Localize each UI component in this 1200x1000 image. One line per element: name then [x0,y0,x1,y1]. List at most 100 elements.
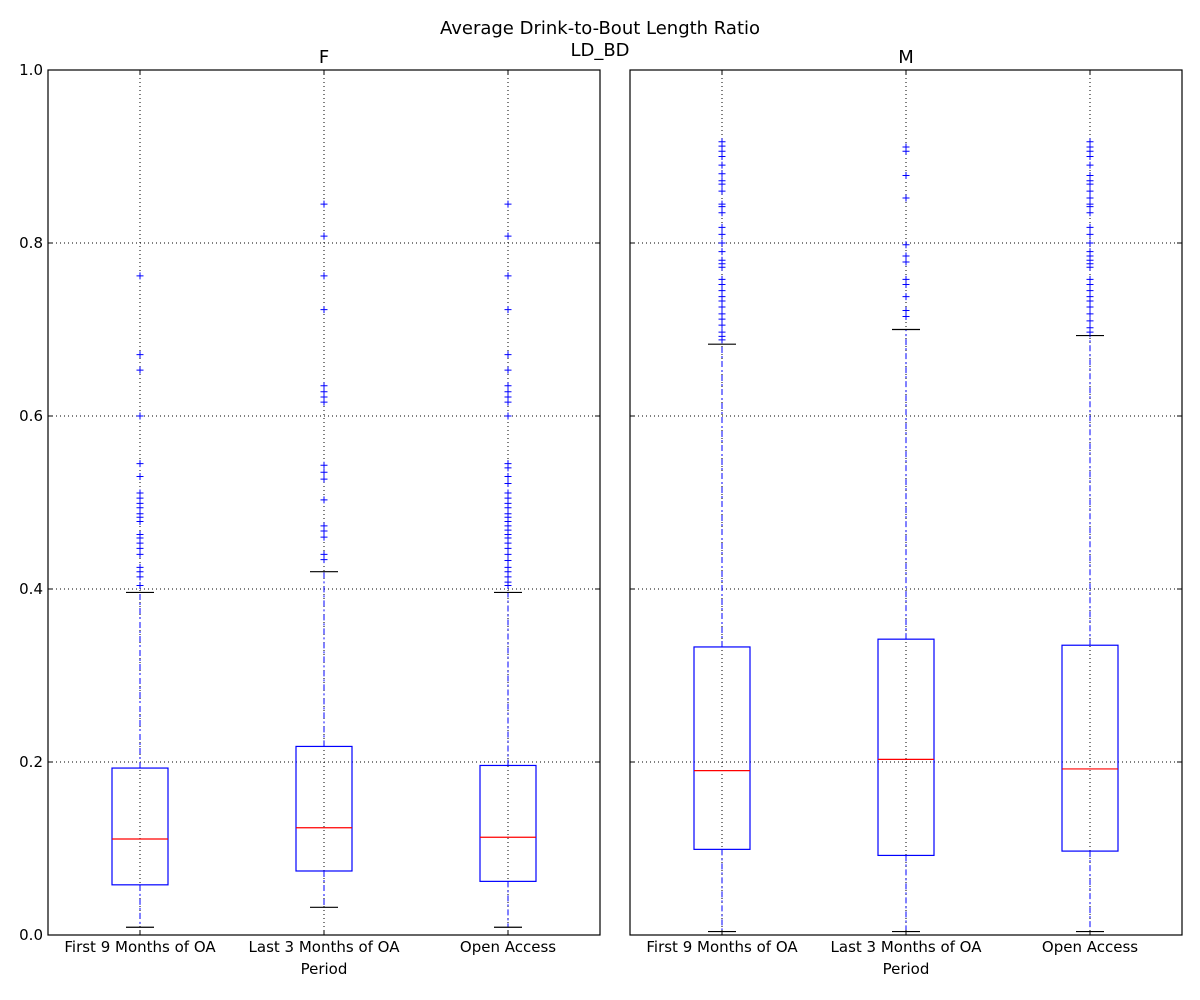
flier-point [320,200,328,208]
flier-point [136,272,144,280]
flier-point [1086,324,1094,332]
flier-point [1086,310,1094,318]
flier-point [718,239,726,247]
flier-point [136,582,144,590]
flier-point [1086,200,1094,208]
flier-point [320,533,328,541]
panel-m: First 9 Months of OA Last 3 Months of OA O… [629,47,1183,978]
flier-point [902,172,910,180]
box-iqr [1061,644,1119,852]
flier-point [902,306,910,314]
flier-point [504,366,512,374]
flier-point [504,382,512,390]
flier-point [320,382,328,390]
flier-point [136,473,144,481]
flier-point [718,161,726,169]
subplot-title: F [319,47,329,68]
flier-point [902,194,910,202]
flier-point [1086,275,1094,283]
flier-point [504,200,512,208]
box-iqr [479,764,537,882]
flier-point [320,306,328,314]
flier-point [1086,293,1094,301]
flier-point [504,556,512,564]
flier-point [1086,248,1094,256]
flier-point [504,479,512,487]
flier-point [320,550,328,558]
flier-point [718,275,726,283]
flier-point [718,170,726,178]
flier-point [504,306,512,314]
flier-point [504,388,512,396]
flier-point [136,563,144,571]
y-tick-label: 0.8 [19,234,43,252]
flier-point [718,256,726,264]
flier-point [718,310,726,318]
figure-subtitle: LD_BD [570,40,629,61]
figure-suptitle: Average Drink-to-Bout Length Ratio [440,18,760,39]
flier-point [718,177,726,185]
flier-point [136,489,144,497]
y-tick-label: 1.0 [19,61,43,79]
flier-point [1086,172,1094,180]
flier-point [902,143,910,151]
y-tick-label: 0.4 [19,580,43,598]
flier-point [136,531,144,539]
x-tick-label: First 9 Months of OA [64,938,216,956]
flier-point [718,223,726,231]
y-tick-label: 0.6 [19,407,43,425]
flier-point [718,230,726,238]
x-tick-label: First 9 Months of OA [646,938,798,956]
flier-point [718,303,726,311]
flier-point [136,366,144,374]
y-tick-label: 0.0 [19,926,43,944]
flier-point [1086,239,1094,247]
flier-point [1086,317,1094,325]
flier-point [504,550,512,558]
flier-point [718,328,726,336]
flier-point [504,489,512,497]
flier-point [320,461,328,469]
flier-point [902,293,910,301]
flier-point [902,258,910,266]
box-iqr [295,745,353,872]
flier-point [1086,223,1094,231]
x-tick-label: Last 3 Months of OA [831,938,983,956]
flier-point [902,252,910,260]
flier-point [718,293,726,301]
flier-point [136,460,144,468]
flier-point [504,510,512,518]
flier-point [1086,161,1094,169]
flier-point [718,209,726,217]
y-tick-label: 0.2 [19,753,43,771]
flier-point [320,272,328,280]
flier-point [504,272,512,280]
flier-point [136,412,144,420]
box-iqr [693,646,751,850]
flier-point [902,241,910,249]
flier-point [504,351,512,359]
flier-point [136,550,144,558]
flier-point [1086,209,1094,217]
x-tick-label: Open Access [1042,938,1138,956]
flier-point [320,468,328,476]
flier-point [1086,230,1094,238]
flier-point [136,351,144,359]
flier-point [504,460,512,468]
flier-point [718,321,726,329]
box-iqr [877,638,935,857]
flier-point [718,200,726,208]
flier-point [136,510,144,518]
flier-point [504,473,512,481]
box-iqr [111,767,169,886]
flier-point [1086,287,1094,295]
flier-point [1086,187,1094,195]
panel-f: 0.0 0.2 0.4 0.6 0.8 1.0 First 9 Months of OA La… [19,47,601,978]
flier-point [718,187,726,195]
flier-point [902,275,910,283]
flier-point [320,388,328,396]
flier-point [718,138,726,146]
flier-point [718,287,726,295]
flier-point [504,563,512,571]
